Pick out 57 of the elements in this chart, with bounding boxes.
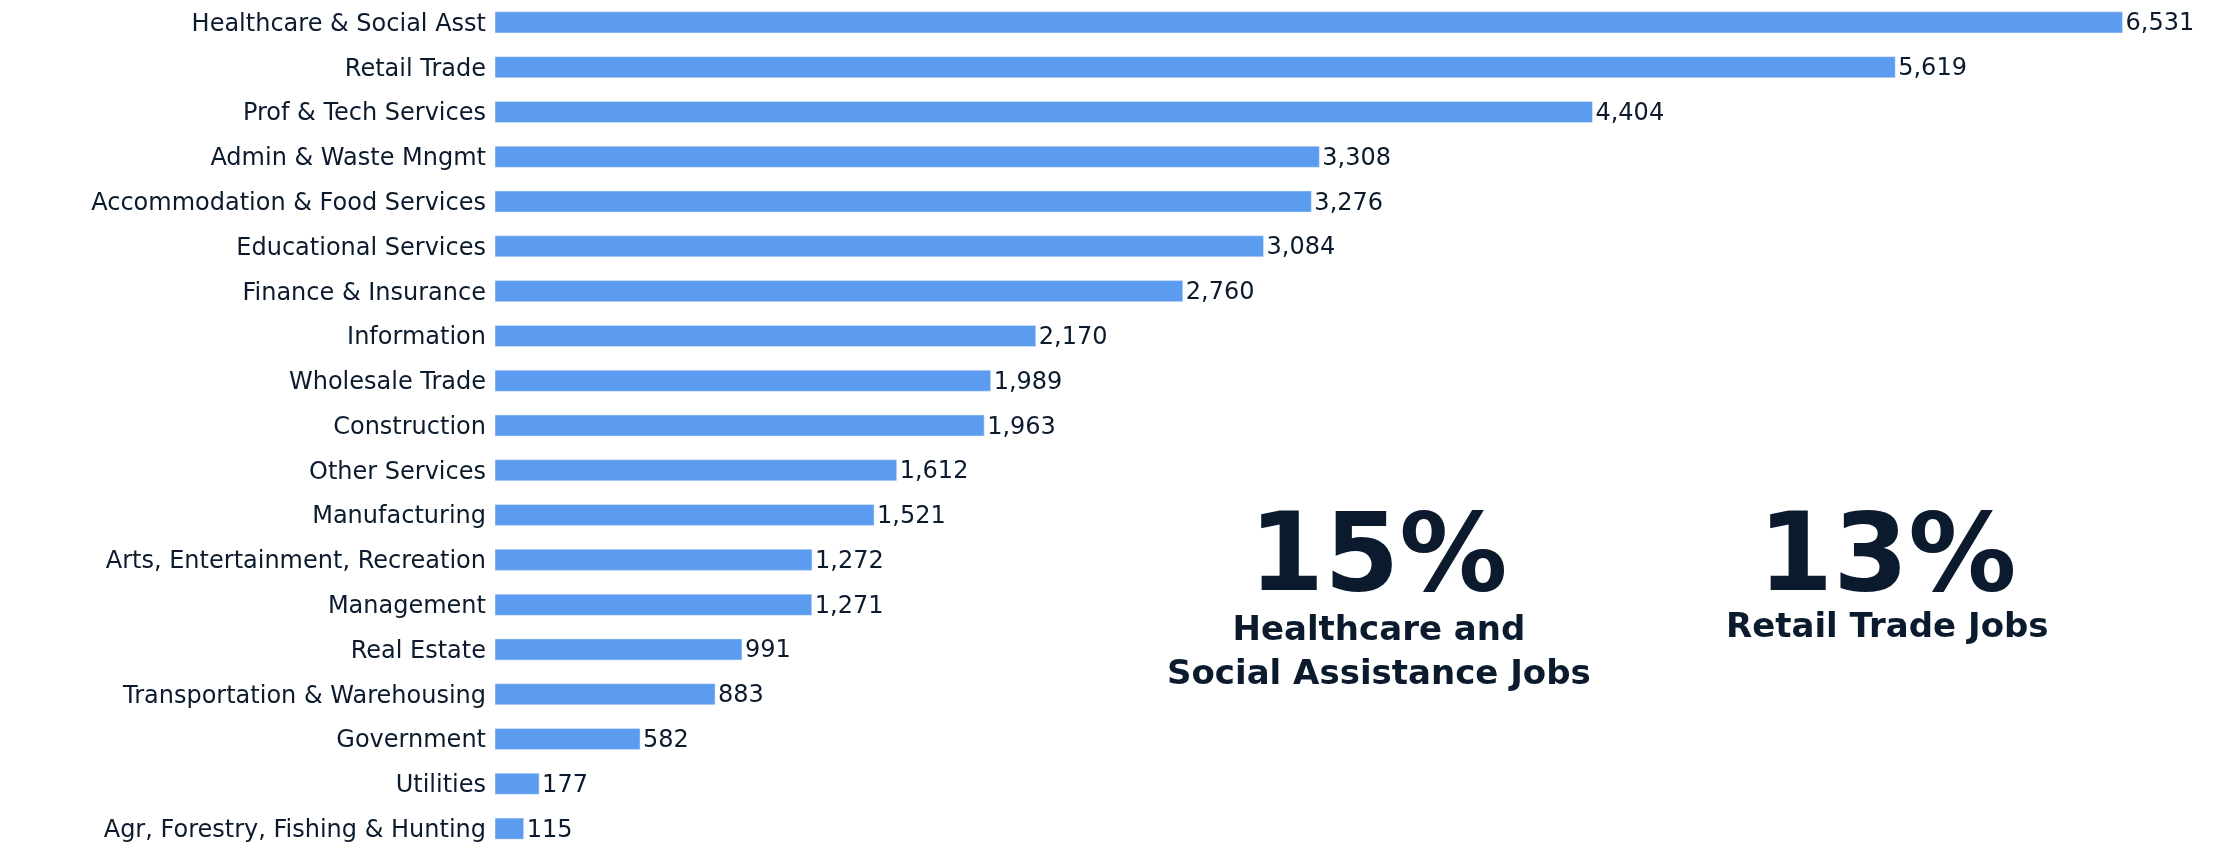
y-tick-label: Accommodation & Food Services <box>91 187 486 216</box>
data-label: 1,612 <box>899 456 969 485</box>
data-label: 1,271 <box>814 590 884 619</box>
bar <box>495 414 985 437</box>
bar <box>495 280 1184 302</box>
bar <box>495 190 1312 213</box>
data-label: 3,084 <box>1266 232 1336 261</box>
y-tick-label: Manufacturing <box>312 501 486 530</box>
y-tick-label: Government <box>336 725 486 754</box>
bar <box>495 11 2123 34</box>
bar <box>495 145 1320 168</box>
data-label: 991 <box>744 635 791 664</box>
bar <box>495 101 1593 123</box>
bar <box>495 369 991 392</box>
data-label: 1,989 <box>993 366 1063 395</box>
data-label: 3,308 <box>1322 142 1392 171</box>
y-tick-label: Wholesale Trade <box>288 367 486 396</box>
bar <box>495 728 641 750</box>
y-tick-label: Educational Services <box>236 232 486 261</box>
bar <box>495 549 813 571</box>
bar <box>495 325 1036 347</box>
data-label: 2,170 <box>1038 321 1108 350</box>
bar <box>495 773 540 795</box>
y-tick-label: Utilities <box>395 770 486 799</box>
data-label: 6,531 <box>2125 8 2195 37</box>
y-tick-label: Finance & Insurance <box>242 277 486 306</box>
data-label: 1,963 <box>987 411 1056 440</box>
bar <box>495 638 743 661</box>
data-label: 1,272 <box>814 545 884 574</box>
data-label: 582 <box>643 725 689 754</box>
y-tick-label: Retail Trade <box>344 53 486 82</box>
y-tick-label: Arts, Entertainment, Recreation <box>105 546 486 575</box>
y-tick-label: Other Services <box>309 456 486 485</box>
y-tick-label: Agr, Forestry, Fishing & Hunting <box>103 815 486 844</box>
y-tick-label: Admin & Waste Mngmt <box>210 143 486 172</box>
data-label: 3,276 <box>1314 187 1384 216</box>
y-tick-label: Prof & Tech Services <box>242 98 486 127</box>
y-tick-label: Healthcare & Social Asst <box>191 8 486 37</box>
y-tick-label: Transportation & Warehousing <box>122 680 486 709</box>
data-label: 2,760 <box>1185 277 1255 306</box>
bar <box>495 459 897 482</box>
data-label: 5,619 <box>1898 53 1967 82</box>
bar <box>495 683 716 706</box>
y-tick-label: Information <box>347 322 486 351</box>
bar <box>495 817 524 840</box>
data-label: 883 <box>718 680 764 709</box>
data-label: 4,404 <box>1595 97 1665 126</box>
data-label: 177 <box>542 769 588 798</box>
data-label: 115 <box>526 814 573 843</box>
bar <box>495 56 1896 78</box>
y-tick-label: Real Estate <box>350 635 486 664</box>
data-label: 1,521 <box>877 501 946 530</box>
bar <box>495 504 875 526</box>
bar <box>495 235 1264 258</box>
y-tick-label: Construction <box>333 411 486 440</box>
y-tick-label: Management <box>327 591 486 620</box>
bar <box>495 593 812 616</box>
